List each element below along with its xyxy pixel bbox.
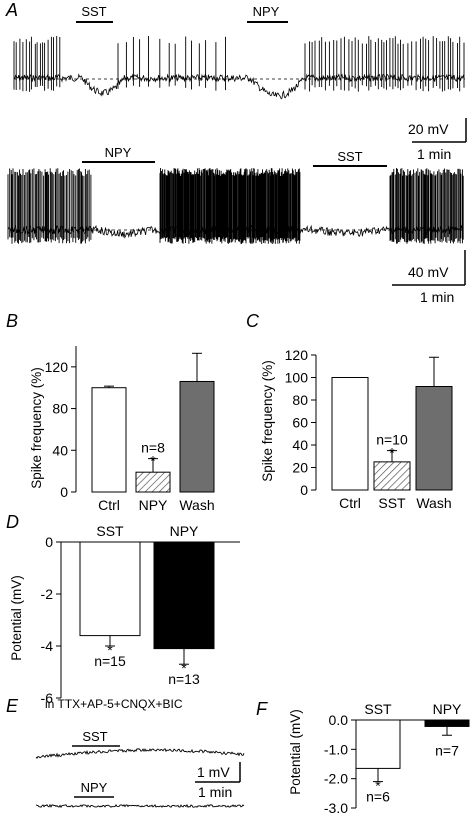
panel-c-label: C <box>246 311 260 331</box>
panel-d-ylabel: Potential (mV) <box>9 575 24 661</box>
trace2-scale-t-label: 1 min <box>420 289 454 305</box>
significance-star: * <box>389 445 395 461</box>
trace1-label-sst: SST <box>81 4 106 19</box>
trace2-spikes <box>7 168 92 244</box>
y-tick-label: 40 <box>52 442 68 458</box>
bar-sst <box>79 541 141 637</box>
panel-b-ylabel: Spike frequency (%) <box>29 367 44 489</box>
trace1-scale-t-label: 1 min <box>417 146 451 162</box>
x-tick-label: Ctrl <box>98 497 120 513</box>
panel-e-trace-npy <box>35 803 245 809</box>
bar-sst <box>355 719 401 769</box>
trace2-spikes <box>159 168 301 244</box>
panel-f-label: F <box>256 699 268 719</box>
panel-e-traces <box>35 748 245 809</box>
trace2 <box>7 168 464 244</box>
n-label: n=15 <box>94 653 126 669</box>
trace1 <box>13 36 465 100</box>
x-tick-label: Wash <box>416 495 451 511</box>
y-tick-label: 0 <box>60 484 68 500</box>
category-label: NPY <box>170 523 199 539</box>
n-label: n=6 <box>366 789 390 805</box>
y-tick-label: -2.0 <box>324 771 348 787</box>
y-tick-label: -2 <box>41 586 54 602</box>
y-tick-label: 0.0 <box>329 712 349 728</box>
trace1-scale-v-label: 20 mV <box>408 121 449 137</box>
trace2-scale-v-label: 40 mV <box>408 264 449 280</box>
n-label: n=10 <box>376 432 408 448</box>
y-tick-label: 120 <box>285 347 309 363</box>
panel-e-trace-sst <box>35 748 245 759</box>
trace1-spikes <box>117 36 226 91</box>
panel-e-label-sst: SST <box>82 729 107 744</box>
panel-b: B Spike frequency (%) 0 40 80 120 Ctrl NPY Was… <box>6 311 215 513</box>
significance-star: * <box>150 453 156 469</box>
panel-a-label: A <box>5 0 18 20</box>
y-tick-label: 100 <box>285 370 309 386</box>
significance-star: * <box>375 778 381 794</box>
bar-ctrl <box>331 377 369 491</box>
x-tick-label: Wash <box>179 497 214 513</box>
significance-star: * <box>181 660 187 676</box>
panel-d-label: D <box>6 512 19 532</box>
trace1-spikes <box>304 36 465 92</box>
trace2-spikes <box>389 168 464 244</box>
trace1-line <box>13 73 465 100</box>
y-tick-label: -4 <box>41 638 54 654</box>
bar-npy <box>153 541 215 650</box>
bar-npy <box>424 719 470 727</box>
trace1-spikes <box>13 36 61 92</box>
chart-b: 0 40 80 120 Ctrl NPY Wash *n=8 <box>45 346 215 513</box>
n-label: n=7 <box>435 742 459 758</box>
bar-wash <box>415 386 453 491</box>
trace1-label-npy: NPY <box>253 4 280 19</box>
y-tick-label: 20 <box>292 460 308 476</box>
bar-sst <box>373 461 411 491</box>
y-tick-label: 80 <box>292 392 308 408</box>
bar-wash <box>179 380 215 493</box>
y-tick-label: 60 <box>292 415 308 431</box>
panel-e-condition: in TTX+AP-5+CNQX+BIC <box>45 697 183 711</box>
panel-c: C Spike frequency (%) 0 20 40 60 80 100 120 Ctr… <box>246 311 453 511</box>
chart-f: 0.0 -1.0 -2.0 -3.0 SST *n=6 NPY n=7 <box>324 701 470 816</box>
panel-e-label: E <box>6 696 19 716</box>
x-tick-label: SST <box>378 495 406 511</box>
panel-a: A SST NPY 20 mV 1 min NPY SST 40 mV 1 mi… <box>5 0 467 305</box>
panel-b-label: B <box>6 311 18 331</box>
trace2-label-sst: SST <box>337 149 362 164</box>
category-label: NPY <box>433 701 462 717</box>
bar-npy <box>135 471 171 493</box>
panel-f: F Potential (mV) 0.0 -1.0 -2.0 -3.0 SST *n=6 N… <box>256 699 470 816</box>
panel-e-label-npy: NPY <box>81 780 108 795</box>
panel-f-ylabel: Potential (mV) <box>288 709 303 795</box>
panel-e-scale-t-label: 1 min <box>198 784 232 800</box>
x-tick-label: NPY <box>139 497 168 513</box>
category-label: SST <box>96 523 124 539</box>
significance-star: * <box>107 642 113 658</box>
category-label: SST <box>364 701 392 717</box>
panel-c-ylabel: Spike frequency (%) <box>260 360 275 482</box>
chart-c: 0 20 40 60 80 100 120 Ctrl SST Wash *n=10 <box>285 347 453 511</box>
y-tick-label: 120 <box>45 359 69 375</box>
x-tick-label: Ctrl <box>339 495 361 511</box>
y-tick-label: 0 <box>300 482 308 498</box>
panel-e-scale-v-label: 1 mV <box>197 764 230 780</box>
trace2-label-npy: NPY <box>105 145 132 160</box>
panel-e: E in TTX+AP-5+CNQX+BIC SST NPY 1 mV 1 mi… <box>6 696 245 809</box>
y-tick-label: -3.0 <box>324 800 348 816</box>
y-tick-label: 80 <box>52 401 68 417</box>
bar-ctrl <box>91 387 127 493</box>
y-tick-label: 40 <box>292 437 308 453</box>
y-tick-label: -1.0 <box>324 741 348 757</box>
y-tick-label: 0 <box>45 534 53 550</box>
n-label: n=13 <box>168 671 200 687</box>
n-label: n=8 <box>141 440 165 456</box>
y-tick-label: -6 <box>41 690 54 706</box>
